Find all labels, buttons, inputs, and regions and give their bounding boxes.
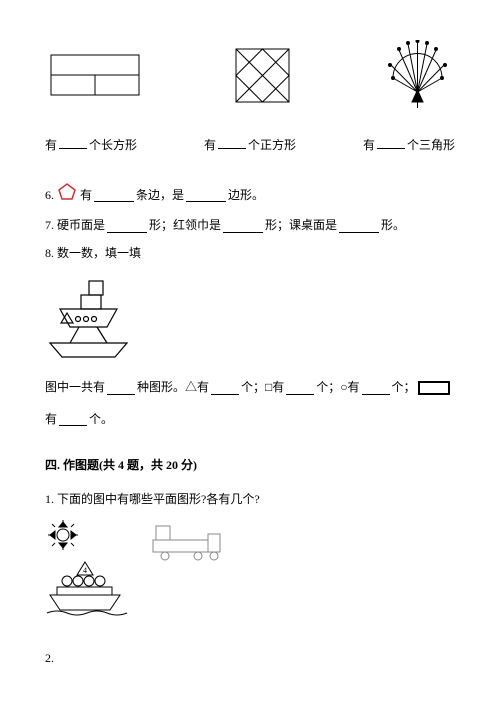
q7-text4: 形。 bbox=[381, 215, 405, 237]
rectangle-icon bbox=[418, 381, 450, 395]
truck-figure bbox=[150, 520, 225, 578]
blank bbox=[186, 188, 226, 202]
label-suffix: 个正方形 bbox=[248, 138, 296, 152]
blank bbox=[377, 135, 405, 149]
text: 种图形。△有 bbox=[137, 377, 209, 399]
section4-q1: 1. 下面的图中有哪些平面图形?各有几个? bbox=[45, 489, 455, 511]
label-text: 有 bbox=[363, 138, 375, 152]
blank bbox=[286, 381, 314, 395]
triangle-label: 有 个三角形 bbox=[363, 135, 455, 157]
rect-label: 有 个长方形 bbox=[45, 135, 137, 157]
text: 个；□有 bbox=[241, 377, 284, 399]
blank bbox=[107, 219, 147, 233]
question-8: 8. 数一数，填一填 bbox=[45, 243, 455, 265]
text: 个；○有 bbox=[316, 377, 359, 399]
label-suffix: 个三角形 bbox=[407, 138, 455, 152]
pentagon-icon bbox=[57, 182, 77, 210]
blank bbox=[107, 381, 135, 395]
square-figure bbox=[235, 48, 290, 103]
label-suffix: 个长方形 bbox=[89, 138, 137, 152]
fan-figure bbox=[385, 40, 450, 110]
sun-boat-figure: 4 bbox=[45, 520, 135, 628]
question-7: 7. 硬币面是 形；红领巾是 形；课桌面是 形。 bbox=[45, 215, 455, 237]
boat-figure bbox=[45, 279, 455, 367]
section4-q2: 2. bbox=[45, 648, 455, 670]
blank bbox=[59, 135, 87, 149]
text: 有 bbox=[45, 409, 57, 431]
blank bbox=[59, 412, 87, 426]
blank bbox=[211, 381, 239, 395]
rectangle-figure bbox=[50, 54, 140, 96]
q7-text3: 形；课桌面是 bbox=[265, 215, 337, 237]
q7-text: 7. 硬币面是 bbox=[45, 215, 105, 237]
q6-text1: 有 bbox=[80, 185, 92, 207]
figures-row: 4 bbox=[45, 520, 455, 628]
text: 个； bbox=[392, 377, 416, 399]
label-text: 有 bbox=[204, 138, 216, 152]
q6-prefix: 6. bbox=[45, 185, 54, 207]
labels-row: 有 个长方形 有 个正方形 有 个三角形 bbox=[45, 135, 455, 157]
blank bbox=[362, 381, 390, 395]
q6-text2: 条边，是 bbox=[136, 185, 184, 207]
blank bbox=[223, 219, 263, 233]
label-text: 有 bbox=[45, 138, 57, 152]
section-4-title: 四. 作图题(共 4 题，共 20 分) bbox=[45, 455, 455, 477]
q7-text2: 形；红领巾是 bbox=[149, 215, 221, 237]
q8-text: 8. 数一数，填一填 bbox=[45, 243, 141, 265]
blank bbox=[94, 188, 134, 202]
text: 图中一共有 bbox=[45, 377, 105, 399]
shapes-row bbox=[45, 40, 455, 110]
q8-result-line1: 图中一共有 种图形。△有 个；□有 个；○有 个； bbox=[45, 377, 455, 399]
square-label: 有 个正方形 bbox=[204, 135, 296, 157]
text: 个。 bbox=[89, 409, 113, 431]
q6-text3: 边形。 bbox=[228, 185, 264, 207]
blank bbox=[218, 135, 246, 149]
q8-result-line2: 有 个。 bbox=[45, 409, 455, 431]
blank bbox=[339, 219, 379, 233]
question-6: 6. 有 条边，是 边形。 bbox=[45, 182, 455, 210]
svg-text:4: 4 bbox=[83, 566, 87, 575]
